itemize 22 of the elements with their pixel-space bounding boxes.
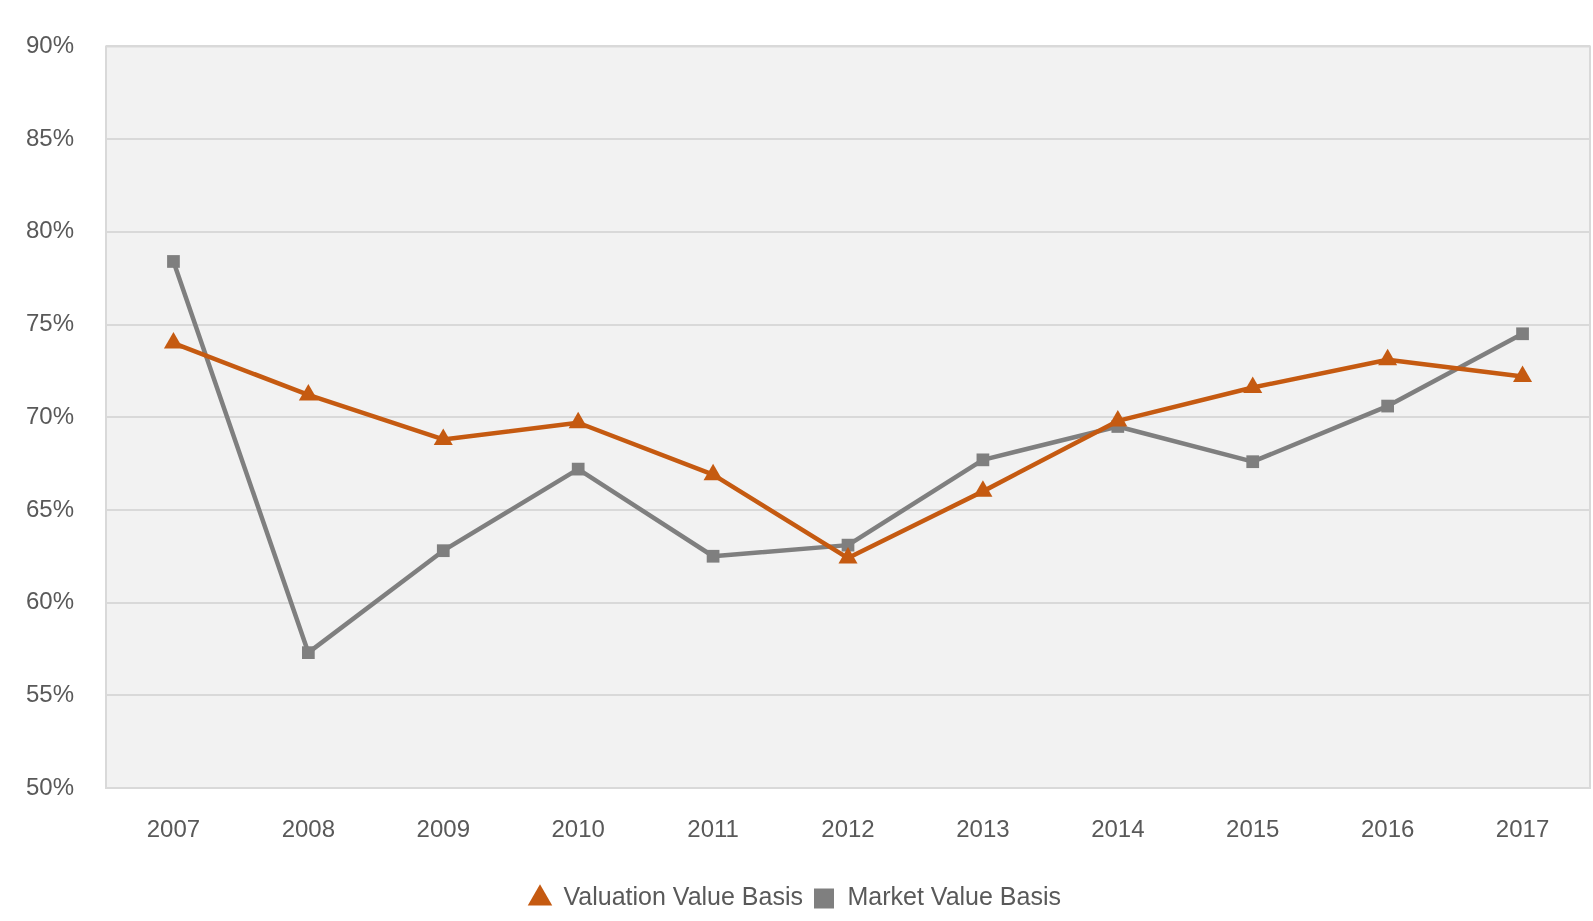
y-tick-label: 90% bbox=[25, 31, 74, 59]
x-tick-label: 2013 bbox=[956, 815, 1010, 843]
x-tick-label: 2012 bbox=[821, 815, 875, 843]
y-tick-label: 85% bbox=[25, 123, 74, 151]
y-tick-label: 75% bbox=[25, 309, 74, 337]
y-tick-label: 80% bbox=[25, 216, 74, 244]
x-tick-label: 2015 bbox=[1226, 815, 1280, 843]
y-tick-label: 50% bbox=[25, 772, 74, 800]
legend-label: Market Value Basis bbox=[847, 882, 1062, 911]
x-tick-label: 2009 bbox=[416, 815, 470, 843]
x-tick-label: 2014 bbox=[1091, 815, 1145, 843]
x-tick-label: 2017 bbox=[1495, 815, 1550, 843]
legend-label: Valuation Value Basis bbox=[563, 882, 804, 911]
y-tick-label: 60% bbox=[25, 587, 74, 615]
y-tick-label: 55% bbox=[25, 679, 74, 707]
y-tick-label: 65% bbox=[25, 494, 74, 522]
x-tick-label: 2011 bbox=[687, 815, 739, 843]
x-tick-label: 2010 bbox=[551, 815, 605, 843]
x-tick-label: 2016 bbox=[1360, 815, 1415, 843]
x-tick-label: 2007 bbox=[146, 815, 201, 843]
x-tick-label: 2008 bbox=[281, 815, 336, 843]
y-tick-label: 70% bbox=[25, 401, 74, 429]
